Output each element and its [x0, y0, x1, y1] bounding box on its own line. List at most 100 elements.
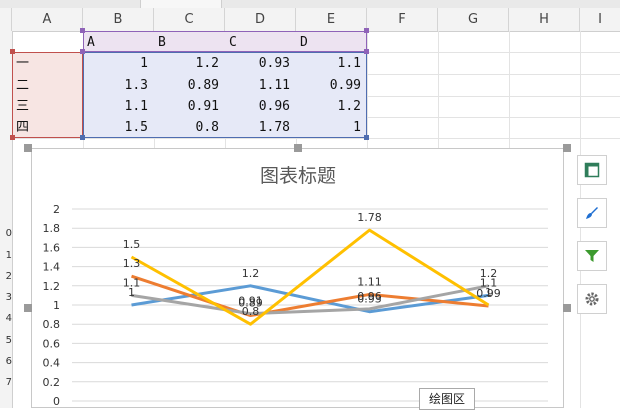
cell-b5[interactable]: 1.5 — [124, 120, 148, 135]
row-number[interactable]: 3 — [5, 292, 12, 303]
chart-resize-handle[interactable] — [24, 144, 32, 152]
chart-y-axis: 2 1.8 1.6 1.4 1.2 1 0.8 0.6 0.4 0.2 0 — [43, 203, 61, 408]
cell-b2[interactable]: 1 — [140, 56, 148, 71]
range-handle[interactable] — [10, 49, 15, 54]
chart-resize-handle[interactable] — [294, 144, 302, 152]
chart-filter-button[interactable] — [577, 241, 607, 271]
y-tick-label: 1.4 — [43, 261, 61, 274]
column-header-i[interactable]: I — [598, 12, 602, 27]
column-header-e[interactable]: E — [296, 8, 367, 31]
chart-resize-handle[interactable] — [563, 304, 571, 312]
cell-e5[interactable]: 1 — [353, 120, 361, 135]
chart-category-range[interactable] — [12, 52, 83, 138]
chart-filter-icon — [585, 250, 599, 262]
line-chart[interactable]: 图表标题 2 1.8 1.6 1.4 1.2 1 0.8 0.6 0.4 0.2 0 1 1.2 0.9… — [31, 148, 564, 408]
row-header-strip — [0, 31, 13, 408]
row-number[interactable]: 4 — [5, 313, 12, 324]
data-label: 0.8 — [242, 305, 260, 318]
data-label: 1.1 — [480, 276, 498, 289]
column-header-d[interactable]: D — [225, 8, 296, 31]
cell-b1[interactable]: A — [87, 35, 95, 50]
cell-a3[interactable]: 二 — [16, 78, 30, 93]
cell-a4[interactable]: 三 — [16, 99, 30, 114]
y-tick-label: 1 — [53, 299, 60, 312]
y-tick-label: 0 — [53, 395, 60, 408]
series-line-2[interactable] — [131, 274, 489, 318]
chart-style-button[interactable] — [577, 198, 607, 228]
cell-c2[interactable]: 1.2 — [195, 56, 219, 71]
column-header-bar: A B C D E F G H I — [0, 8, 620, 32]
cell-d1[interactable]: C — [229, 35, 237, 50]
y-tick-label: 0.4 — [43, 357, 61, 370]
cell-e1[interactable]: D — [300, 35, 308, 50]
cell-a5[interactable]: 四 — [16, 120, 30, 135]
row-number[interactable]: 7 — [5, 377, 12, 388]
chart-style-icon — [586, 207, 598, 219]
y-tick-label: 1.6 — [43, 241, 61, 254]
data-label: 0.91 — [238, 295, 263, 308]
cell-e3[interactable]: 0.99 — [329, 78, 361, 93]
cell-e2[interactable]: 1.1 — [337, 56, 361, 71]
row-number[interactable]: 2 — [5, 271, 12, 282]
series-line-4[interactable] — [130, 228, 490, 326]
column-header-f[interactable]: F — [367, 8, 438, 31]
series-line-3[interactable] — [131, 284, 489, 316]
row-number[interactable]: 0 — [5, 228, 12, 239]
cell-a2[interactable]: 一 — [16, 56, 30, 71]
row-number[interactable]: 6 — [5, 356, 12, 367]
cell-d3[interactable]: 1.11 — [258, 78, 290, 93]
cell-c5[interactable]: 0.8 — [195, 120, 219, 135]
cell-d2[interactable]: 0.93 — [258, 56, 290, 71]
column-header-g[interactable]: G — [438, 8, 509, 31]
chart-series-header-range[interactable] — [83, 31, 367, 52]
data-label: 0.99 — [476, 287, 501, 300]
range-handle[interactable] — [364, 49, 369, 54]
y-tick-label: 0.6 — [43, 337, 61, 350]
chart-settings-icon — [585, 292, 599, 306]
column-header-h[interactable]: H — [509, 8, 580, 31]
data-label: 1.2 — [242, 267, 260, 280]
data-label: 1.3 — [123, 257, 141, 270]
cell-b4[interactable]: 1.1 — [124, 99, 148, 114]
range-handle[interactable] — [80, 49, 85, 54]
data-label: 1.1 — [123, 276, 141, 289]
column-header-c[interactable]: C — [154, 8, 225, 31]
chart-series — [130, 228, 490, 326]
chart-elements-button[interactable] — [577, 155, 607, 185]
cell-c1[interactable]: B — [158, 35, 166, 50]
data-label: 1 — [128, 286, 135, 299]
cell-d5[interactable]: 1.78 — [258, 120, 290, 135]
data-label: 1.11 — [357, 275, 382, 288]
column-header-a[interactable]: A — [12, 8, 83, 31]
data-label: 0.89 — [238, 297, 263, 310]
row-number[interactable]: 5 — [5, 335, 12, 346]
range-handle[interactable] — [80, 28, 85, 33]
chart-resize-handle[interactable] — [563, 144, 571, 152]
row-number[interactable]: 1 — [5, 250, 12, 261]
formula-tab-fragment — [140, 0, 222, 8]
range-handle[interactable] — [80, 135, 85, 140]
cell-c3[interactable]: 0.89 — [187, 78, 219, 93]
cell-d4[interactable]: 0.96 — [258, 99, 290, 114]
select-all-corner[interactable] — [0, 8, 12, 31]
y-tick-label: 1.2 — [43, 280, 61, 293]
data-label: 1.78 — [357, 211, 382, 224]
data-label: 1 — [485, 286, 492, 299]
range-handle[interactable] — [10, 135, 15, 140]
column-header-b[interactable]: B — [83, 8, 154, 31]
chart-svg: 图表标题 2 1.8 1.6 1.4 1.2 1 0.8 0.6 0.4 0.2 0 1 1.2 0.9… — [43, 165, 548, 408]
toolbar-strip — [0, 0, 620, 8]
chart-resize-handle[interactable] — [24, 304, 32, 312]
y-tick-label: 0.2 — [43, 376, 61, 389]
chart-title[interactable]: 图表标题 — [260, 165, 336, 187]
series-line-1[interactable] — [131, 284, 489, 314]
cell-b3[interactable]: 1.3 — [124, 78, 148, 93]
data-label: 0.96 — [357, 290, 382, 303]
chart-data-range[interactable] — [83, 52, 367, 138]
chart-settings-button[interactable] — [577, 284, 607, 314]
range-handle[interactable] — [364, 28, 369, 33]
cell-c4[interactable]: 0.91 — [187, 99, 219, 114]
chart-elements-icon — [584, 162, 600, 178]
cell-e4[interactable]: 1.2 — [337, 99, 361, 114]
range-handle[interactable] — [364, 135, 369, 140]
